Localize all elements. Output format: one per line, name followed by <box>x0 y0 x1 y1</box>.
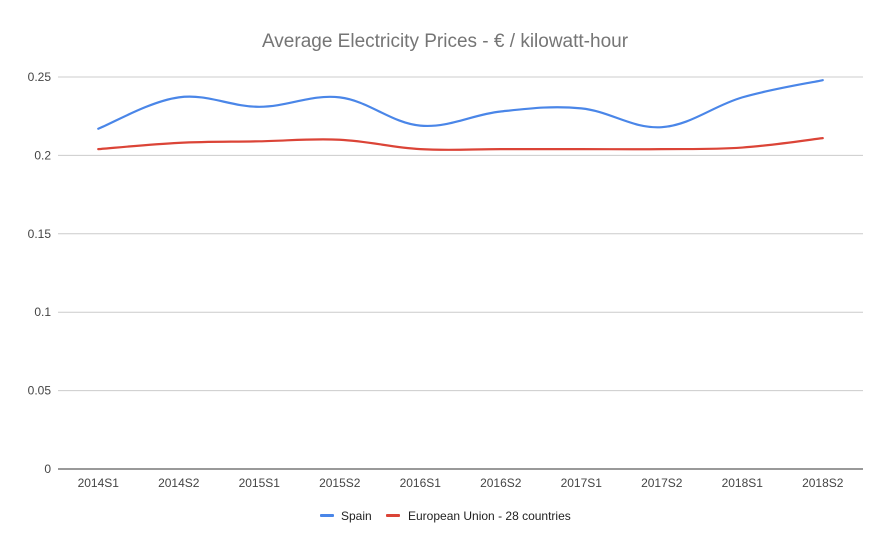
data-point <box>258 140 260 142</box>
data-point <box>500 148 502 150</box>
x-tick-label: 2017S2 <box>641 476 683 490</box>
y-tick-label: 0.1 <box>34 305 51 319</box>
y-tick-label: 0 <box>44 462 51 476</box>
data-point <box>500 110 502 112</box>
x-tick-label: 2014S2 <box>158 476 200 490</box>
x-tick-label: 2015S1 <box>239 476 281 490</box>
gridlines <box>58 76 863 470</box>
legend-swatch <box>386 514 400 517</box>
data-point <box>822 137 824 139</box>
y-axis-ticks: 0 0.05 0.1 0.15 0.2 0.25 <box>28 70 52 476</box>
chart-title: Average Electricity Prices - € / kilowat… <box>262 31 629 52</box>
y-tick-label: 0.25 <box>28 70 52 84</box>
data-point <box>822 79 824 81</box>
series-line-eu28 <box>97 137 824 151</box>
y-tick-label: 0.2 <box>34 148 51 162</box>
data-point <box>661 148 663 150</box>
series-lines <box>97 79 824 151</box>
x-tick-label: 2017S1 <box>561 476 603 490</box>
data-point <box>97 128 99 130</box>
series-line-spain <box>97 79 824 130</box>
x-tick-label: 2018S1 <box>722 476 764 490</box>
data-point <box>419 124 421 126</box>
legend-label: Spain <box>341 509 372 523</box>
data-point <box>419 148 421 150</box>
data-point <box>339 96 341 98</box>
x-tick-label: 2014S1 <box>78 476 120 490</box>
x-tick-label: 2015S2 <box>319 476 361 490</box>
x-tick-label: 2016S1 <box>400 476 442 490</box>
data-point <box>661 126 663 128</box>
data-point <box>339 139 341 141</box>
data-point <box>741 96 743 98</box>
y-tick-label: 0.05 <box>28 384 52 398</box>
x-axis-ticks: 2014S1 2014S2 2015S1 2015S2 2016S1 2016S2 2017… <box>78 476 844 490</box>
legend-label: European Union - 28 countries <box>408 509 571 523</box>
data-point <box>580 148 582 150</box>
x-tick-label: 2018S2 <box>802 476 844 490</box>
data-point <box>178 142 180 144</box>
data-point <box>741 146 743 148</box>
data-point <box>178 96 180 98</box>
y-tick-label: 0.15 <box>28 227 52 241</box>
x-tick-label: 2016S2 <box>480 476 522 490</box>
data-point <box>97 148 99 150</box>
data-point <box>258 106 260 108</box>
data-point <box>580 107 582 109</box>
legend: Spain European Union - 28 countries <box>320 509 571 523</box>
legend-swatch <box>320 514 334 517</box>
